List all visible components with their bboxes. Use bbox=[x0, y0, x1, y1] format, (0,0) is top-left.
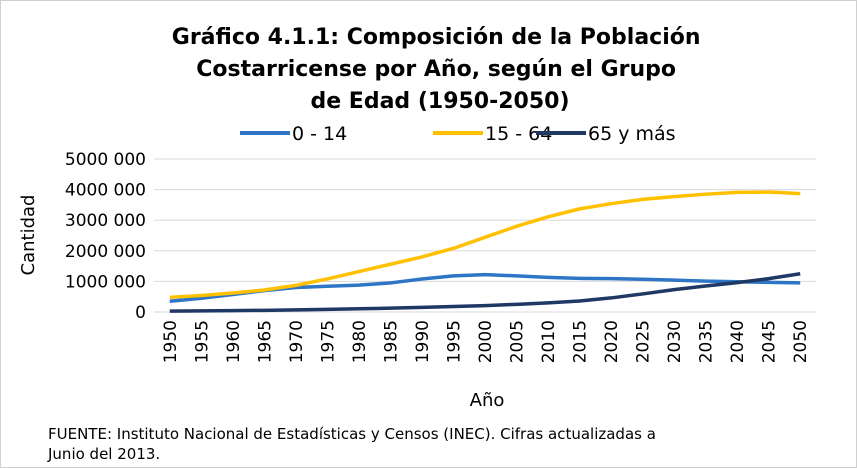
title-line: Costarricense por Año, según el Grupo bbox=[196, 57, 676, 82]
x-tick-label: 2000 bbox=[476, 320, 496, 363]
y-tick-label: 1000 000 bbox=[65, 272, 146, 292]
x-tick-label: 2015 bbox=[571, 320, 591, 363]
x-tick-label: 2030 bbox=[665, 320, 685, 363]
x-tick-label: 1950 bbox=[161, 320, 181, 363]
x-tick-label: 1985 bbox=[381, 320, 401, 363]
x-tick-label: 2050 bbox=[791, 320, 811, 363]
y-tick-label: 0 bbox=[135, 303, 146, 323]
legend-label: 0 - 14 bbox=[292, 123, 347, 145]
y-tick-label: 3000 000 bbox=[65, 211, 146, 231]
title-line: Gráfico 4.1.1: Composición de la Poblaci… bbox=[172, 25, 701, 50]
legend-label: 15 - 64 bbox=[485, 123, 552, 145]
y-axis-label: Cantidad bbox=[18, 195, 39, 276]
x-tick-label: 1970 bbox=[287, 320, 307, 363]
x-tick-label: 2005 bbox=[508, 320, 528, 363]
y-tick-label: 5000 000 bbox=[65, 150, 146, 170]
chart-title: Gráfico 4.1.1: Composición de la Poblaci… bbox=[172, 25, 708, 114]
x-tick-label: 2025 bbox=[634, 320, 654, 363]
legend-label: 65 y más bbox=[588, 123, 676, 145]
x-tick-label: 1955 bbox=[192, 320, 212, 363]
x-tick-label: 1975 bbox=[318, 320, 338, 363]
series-line bbox=[169, 272, 801, 313]
x-tick-label: 1995 bbox=[444, 320, 464, 363]
series-line bbox=[169, 190, 801, 300]
x-tick-label: 1960 bbox=[224, 320, 244, 363]
x-tick-label: 2010 bbox=[539, 320, 559, 363]
x-tick-label: 2035 bbox=[697, 320, 717, 363]
x-tick-label: 2020 bbox=[602, 320, 622, 363]
series-line bbox=[169, 272, 801, 304]
source-note: FUENTE: Instituto Nacional de Estadístic… bbox=[48, 425, 656, 463]
x-tick-label: 2040 bbox=[728, 320, 748, 363]
y-tick-label: 4000 000 bbox=[65, 181, 146, 201]
x-tick-label: 1990 bbox=[413, 320, 433, 363]
x-axis-label: Año bbox=[470, 390, 505, 411]
y-tick-label: 2000 000 bbox=[65, 242, 146, 262]
title-line: de Edad (1950-2050) bbox=[310, 89, 569, 114]
x-tick-label: 1980 bbox=[350, 320, 370, 363]
x-tick-label: 2045 bbox=[760, 320, 780, 363]
x-tick-label: 1965 bbox=[255, 320, 275, 363]
